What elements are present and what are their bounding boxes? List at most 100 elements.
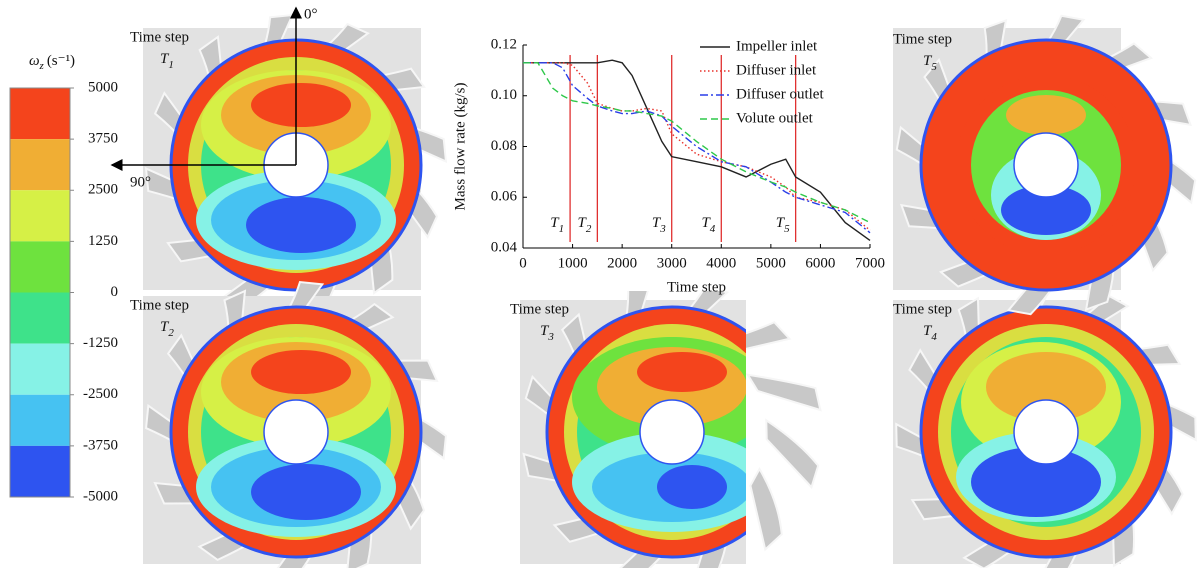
contour-region [246, 197, 356, 253]
panel-step-label: Time step [130, 297, 189, 313]
panel-time-label-letter: T [923, 53, 933, 69]
contour [919, 38, 1173, 292]
time-marker-label-sub: 3 [659, 223, 666, 235]
x-tick-label: 2000 [607, 255, 637, 271]
y-tick-label: 0.10 [491, 87, 517, 103]
contour-region [986, 352, 1106, 422]
colorbar-tick-label: -3750 [83, 437, 118, 453]
colorbar-band [10, 343, 70, 395]
x-axis-title: Time step [667, 279, 726, 295]
colorbar-band [10, 394, 70, 446]
colorbar-band [10, 445, 70, 497]
time-marker-label-sub: 1 [559, 223, 565, 235]
panel-time-label-letter: T [160, 51, 170, 67]
contour [919, 305, 1173, 559]
blade [745, 373, 822, 412]
time-marker-label-sub: 2 [586, 223, 592, 235]
time-marker-label-letter: T [776, 215, 786, 231]
x-tick-label: 6000 [805, 255, 835, 271]
colorbar-band [10, 241, 70, 293]
panel-time-label-sub: 1 [168, 59, 174, 71]
contour-region [251, 464, 361, 520]
colorbar-band [10, 292, 70, 344]
x-tick-label: 0 [519, 255, 527, 271]
panel-step-label: Time step [893, 301, 952, 317]
time-marker-label: T1 [550, 215, 564, 234]
blade [749, 466, 783, 552]
y-tick-label: 0.08 [491, 138, 517, 154]
time-marker-label-letter: T [701, 215, 711, 231]
colorbar-tick-label: 3750 [88, 131, 118, 147]
series-line [523, 59, 871, 241]
colorbar-tick-label: 0 [111, 284, 119, 300]
colorbar-tick-label: -1250 [83, 335, 118, 351]
time-marker-label: T3 [652, 215, 666, 234]
colorbar-tick-label: 1250 [88, 233, 118, 249]
legend-label: Impeller inlet [736, 38, 818, 54]
hub [1013, 399, 1079, 465]
panel-time-label: T3 [540, 323, 554, 342]
hub [1013, 132, 1079, 198]
panel-time-label: T5 [923, 53, 937, 72]
panel-time-label-sub: 4 [931, 331, 937, 343]
x-tick-label: 1000 [558, 255, 588, 271]
time-marker-label-letter: T [578, 215, 588, 231]
colorbar-band [10, 88, 70, 140]
time-marker-label: T2 [578, 215, 592, 234]
orientation-label: 90° [130, 174, 151, 190]
y-tick-label: 0.04 [491, 239, 518, 255]
time-marker-label: T4 [701, 215, 715, 234]
panel-time-label: T1 [160, 51, 174, 70]
panel-step-label: Time step [130, 29, 189, 45]
hub [639, 399, 705, 465]
x-tick-label: 3000 [657, 255, 687, 271]
blade [765, 418, 820, 490]
panel-time-label: T4 [923, 323, 937, 342]
contour-region [637, 352, 727, 392]
panel-time-label-sub: 5 [931, 61, 937, 73]
panel-time-label-sub: 3 [547, 331, 554, 343]
time-marker-label-sub: 4 [710, 223, 716, 235]
x-tick-label: 4000 [706, 255, 736, 271]
colorbar-tick-label: -5000 [83, 488, 118, 504]
orientation-label: 0° [304, 6, 318, 22]
legend-label: Diffuser outlet [736, 86, 824, 102]
time-marker-label-sub: 5 [784, 223, 790, 235]
panel-step-label: Time step [510, 301, 569, 317]
colorbar-title: ωz (s⁻¹) [29, 53, 75, 71]
contour-region [1006, 95, 1086, 135]
x-tick-label: 7000 [855, 255, 885, 271]
contour [169, 305, 423, 559]
colorbar-tick-label: 2500 [88, 182, 118, 198]
contour [545, 305, 746, 559]
y-tick-label: 0.12 [491, 36, 517, 52]
contour-region [1001, 185, 1091, 235]
panel-time-label: T2 [160, 319, 174, 338]
colorbar: ωz (s⁻¹) 5000 3750 2500 1250 0 -1250 -2500 -3750… [9, 53, 119, 504]
hub [263, 399, 329, 465]
colorbar-tick-label: 5000 [88, 79, 118, 95]
time-marker-label-letter: T [550, 215, 560, 231]
contour-region [971, 447, 1101, 517]
panel-time-label-sub: 2 [168, 327, 174, 339]
panel-time-label-letter: T [540, 323, 550, 339]
panel-time-label-letter: T [160, 319, 170, 335]
time-marker-label: T5 [776, 215, 790, 234]
line-chart: 0.04 0.06 0.08 0.10 0.12 0 1000 2000 3000 4000 500… [452, 30, 892, 295]
contour-region [251, 350, 351, 394]
colorbar-tick-label: -2500 [83, 386, 118, 402]
series-line [523, 62, 871, 234]
legend-label: Diffuser inlet [736, 62, 817, 78]
y-axis-title: Mass flow rate (kg/s) [452, 83, 468, 211]
x-tick-label: 5000 [756, 255, 786, 271]
contour-region [657, 465, 727, 509]
panel-step-label: Time step [893, 31, 952, 47]
contour-region [251, 83, 351, 127]
legend-label: Volute outlet [736, 110, 814, 126]
time-marker-label-letter: T [652, 215, 662, 231]
series-line [523, 62, 871, 224]
y-tick-label: 0.06 [491, 189, 518, 205]
panel-time-label-letter: T [923, 323, 933, 339]
